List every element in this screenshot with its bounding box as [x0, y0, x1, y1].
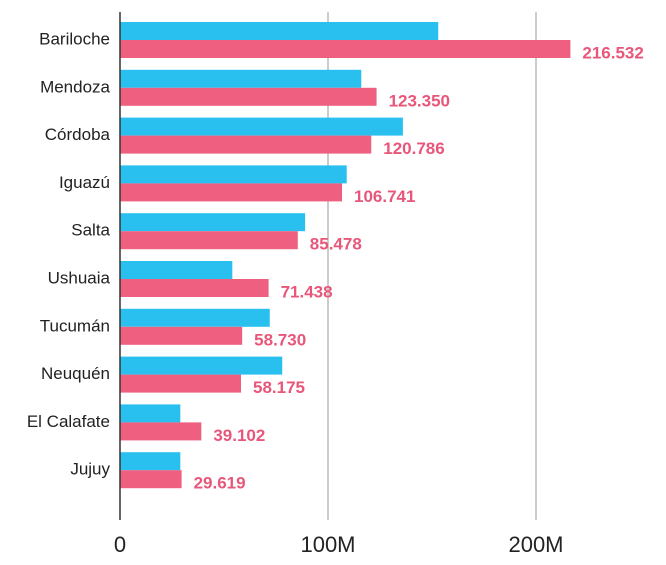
y-tick-label: Mendoza [40, 77, 110, 96]
bar [120, 356, 283, 375]
bar [120, 40, 571, 58]
value-label: 29.619 [194, 474, 246, 493]
x-tick-label: 200M [508, 532, 563, 557]
value-label: 120.786 [383, 139, 444, 158]
bar [120, 374, 242, 393]
y-tick-label: Iguazú [59, 173, 110, 192]
y-tick-label: Neuquén [41, 364, 110, 383]
y-tick-label: El Calafate [27, 412, 110, 431]
bar [120, 117, 403, 136]
value-label: 85.478 [310, 235, 362, 254]
x-tick-label: 0 [114, 532, 126, 557]
y-tick-label: Bariloche [39, 29, 110, 48]
y-tick-label: Jujuy [70, 460, 110, 479]
value-label: 106.741 [354, 187, 415, 206]
bar [120, 404, 181, 423]
bar [120, 183, 343, 202]
value-label: 58.730 [254, 330, 306, 349]
bar [120, 165, 347, 184]
y-tick-label: Ushuaia [48, 268, 111, 287]
bar [120, 326, 243, 345]
x-tick-label: 100M [300, 532, 355, 557]
bar [120, 452, 181, 471]
value-label: 123.350 [389, 91, 450, 110]
value-label: 216.532 [582, 43, 643, 62]
bar [120, 422, 202, 441]
value-label: 39.102 [213, 426, 265, 445]
bar [120, 308, 270, 327]
bar [120, 213, 306, 232]
bar [120, 231, 298, 250]
value-label: 71.438 [281, 282, 333, 301]
y-tick-label: Salta [71, 221, 110, 240]
bar [120, 69, 362, 88]
bar [120, 470, 182, 489]
value-label: 58.175 [253, 378, 305, 397]
y-tick-label: Córdoba [45, 125, 111, 144]
bar [120, 87, 377, 106]
y-tick-label: Tucumán [40, 316, 110, 335]
bar [120, 22, 439, 40]
bar [120, 261, 233, 279]
bar [120, 135, 372, 154]
bar [120, 279, 269, 297]
